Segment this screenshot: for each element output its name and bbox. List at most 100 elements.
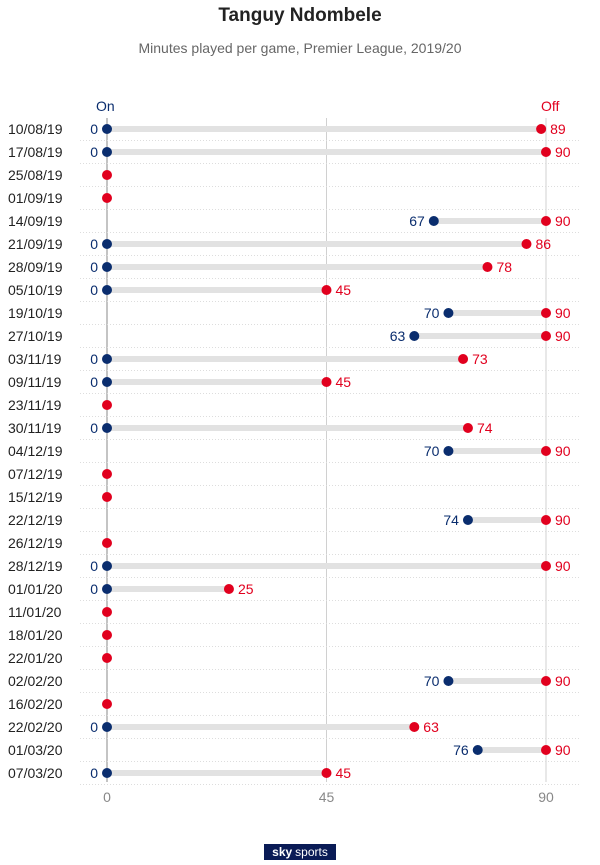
off-value-label: 73 (472, 351, 488, 367)
off-dot (223, 584, 234, 594)
row-date-label: 15/12/19 (8, 489, 63, 505)
off-dot (541, 216, 551, 226)
row-date-label: 10/08/19 (8, 121, 63, 137)
legend-off-label: Off (541, 98, 560, 114)
row-date-label: 17/08/19 (8, 144, 63, 160)
on-dot (102, 722, 112, 732)
on-value-label: 0 (90, 282, 98, 298)
row-date-label: 04/12/19 (8, 443, 63, 459)
x-tick-label: 0 (103, 789, 111, 805)
off-value-label: 86 (535, 236, 551, 252)
off-dot (102, 492, 112, 502)
on-dot (102, 285, 112, 295)
row-date-label: 01/09/19 (8, 190, 63, 206)
on-value-label: 74 (443, 512, 459, 528)
row-date-label: 07/12/19 (8, 466, 63, 482)
off-value-label: 90 (555, 742, 571, 758)
off-value-label: 45 (336, 282, 352, 298)
on-value-label: 76 (453, 742, 469, 758)
logo-sky-text: sky (272, 845, 293, 859)
on-value-label: 0 (90, 351, 98, 367)
off-value-label: 90 (555, 512, 571, 528)
off-dot (102, 538, 112, 548)
on-value-label: 63 (390, 328, 406, 344)
off-dot (521, 239, 532, 249)
row-date-label: 22/02/20 (8, 719, 63, 735)
on-value-label: 0 (90, 259, 98, 275)
on-dot (102, 561, 112, 571)
on-value-label: 70 (424, 673, 440, 689)
off-dot (102, 170, 112, 180)
row-date-label: 22/12/19 (8, 512, 63, 528)
off-value-label: 90 (555, 328, 571, 344)
off-dot (102, 653, 112, 663)
off-dot (462, 423, 473, 433)
row-date-label: 21/09/19 (8, 236, 63, 252)
off-value-label: 90 (555, 673, 571, 689)
on-dot (102, 239, 112, 249)
on-dot (443, 446, 454, 456)
off-dot (102, 193, 112, 203)
row-date-label: 27/10/19 (8, 328, 63, 344)
off-value-label: 78 (496, 259, 512, 275)
off-value-label: 90 (555, 305, 571, 321)
off-value-label: 90 (555, 443, 571, 459)
row-date-label: 26/12/19 (8, 535, 63, 551)
on-value-label: 0 (90, 765, 98, 781)
off-dot (541, 147, 551, 157)
off-value-label: 74 (477, 420, 493, 436)
on-value-label: 0 (90, 420, 98, 436)
on-value-label: 0 (90, 374, 98, 390)
on-dot (102, 262, 112, 272)
row-date-label: 19/10/19 (8, 305, 63, 321)
off-value-label: 90 (555, 213, 571, 229)
off-dot (102, 400, 112, 410)
on-dot (102, 584, 112, 594)
row-date-label: 07/03/20 (8, 765, 63, 781)
row-date-label: 16/02/20 (8, 696, 63, 712)
chart-subtitle: Minutes played per game, Premier League,… (138, 40, 462, 56)
row-date-label: 28/12/19 (8, 558, 63, 574)
off-dot (409, 722, 420, 732)
off-dot (536, 124, 547, 134)
off-dot (541, 561, 551, 571)
on-value-label: 0 (90, 236, 98, 252)
off-dot (321, 285, 332, 295)
off-dot (482, 262, 493, 272)
off-dot (102, 630, 112, 640)
off-dot (102, 699, 112, 709)
row-date-label: 18/01/20 (8, 627, 63, 643)
off-dot (102, 469, 112, 479)
off-value-label: 45 (336, 374, 352, 390)
row-date-label: 25/08/19 (8, 167, 63, 183)
row-date-label: 01/03/20 (8, 742, 63, 758)
off-dot (541, 331, 551, 341)
on-dot (472, 745, 483, 755)
off-dot (321, 377, 332, 387)
on-dot (102, 377, 112, 387)
row-date-label: 23/11/19 (8, 397, 62, 413)
on-value-label: 0 (90, 581, 98, 597)
on-dot (102, 124, 112, 134)
off-dot (541, 745, 551, 755)
on-dot (443, 308, 454, 318)
x-tick-label: 90 (538, 789, 554, 805)
on-value-label: 0 (90, 719, 98, 735)
off-dot (541, 446, 551, 456)
on-dot (443, 676, 454, 686)
on-value-label: 0 (90, 144, 98, 160)
row-date-label: 03/11/19 (8, 351, 62, 367)
on-value-label: 0 (90, 558, 98, 574)
off-dot (541, 676, 551, 686)
on-dot (102, 354, 112, 364)
row-date-label: 05/10/19 (8, 282, 63, 298)
row-date-label: 01/01/20 (8, 581, 63, 597)
off-value-label: 25 (238, 581, 254, 597)
off-dot (541, 308, 551, 318)
on-value-label: 0 (90, 121, 98, 137)
row-date-label: 30/11/19 (8, 420, 62, 436)
chart-title: Tanguy Ndombele (218, 5, 382, 26)
on-dot (409, 331, 420, 341)
row-date-label: 22/01/20 (8, 650, 63, 666)
